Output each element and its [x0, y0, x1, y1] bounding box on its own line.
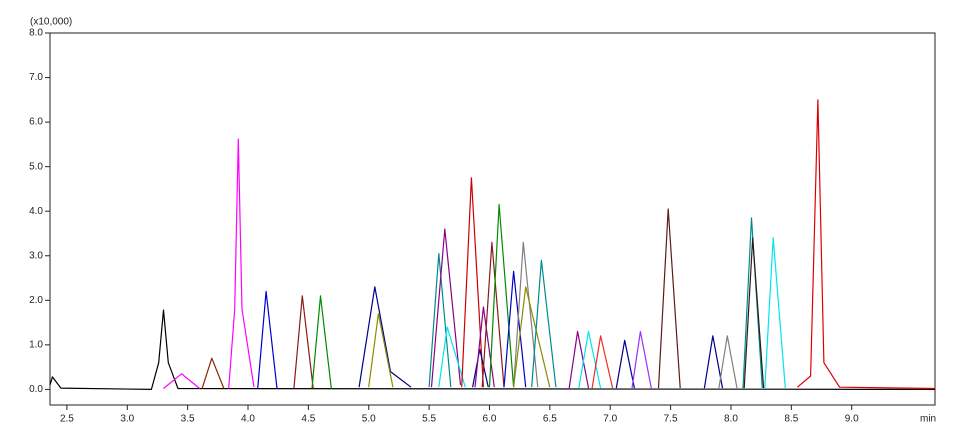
trace — [163, 373, 201, 389]
plot-frame — [49, 32, 936, 406]
trace — [531, 259, 557, 388]
x-tick-label: 6.0 — [483, 414, 497, 425]
trace — [368, 313, 394, 388]
trace — [631, 330, 652, 389]
trace — [257, 290, 278, 389]
x-tick-label: 2.5 — [60, 414, 74, 425]
trace — [461, 177, 484, 388]
trace — [503, 270, 527, 388]
x-tick-label: 4.0 — [241, 414, 255, 425]
trace — [657, 208, 681, 389]
x-tick-label: 9.0 — [845, 414, 859, 425]
y-tick-label: 8.0 — [29, 28, 43, 39]
x-tick-label: 3.5 — [181, 414, 195, 425]
x-tick-label: 8.5 — [784, 414, 798, 425]
y-tick-label: 3.0 — [29, 250, 43, 261]
x-unit-label: min — [920, 414, 936, 425]
y-tick-label: 0.0 — [29, 384, 43, 395]
y-scale-annotation: (x10,000) — [30, 17, 72, 28]
trace — [311, 295, 332, 389]
y-tick-label: 7.0 — [29, 72, 43, 83]
x-tick-label: 7.5 — [664, 414, 678, 425]
trace — [615, 339, 635, 389]
x-tick-label: 7.0 — [603, 414, 617, 425]
trace — [513, 241, 539, 388]
trace — [201, 357, 225, 389]
trace — [743, 237, 765, 389]
x-tick-label: 3.0 — [120, 414, 134, 425]
trace — [703, 335, 724, 389]
trace — [797, 99, 936, 390]
trace — [742, 217, 763, 389]
x-tick-label: 5.0 — [362, 414, 376, 425]
trace — [568, 330, 590, 389]
x-tick-label: 4.5 — [301, 414, 315, 425]
trace — [472, 348, 489, 388]
x-tick-label: 5.5 — [422, 414, 436, 425]
y-tick-label: 2.0 — [29, 295, 43, 306]
y-tick-label: 4.0 — [29, 206, 43, 217]
trace — [430, 228, 462, 388]
trace — [293, 295, 314, 389]
trace — [428, 252, 452, 388]
trace — [591, 335, 614, 389]
y-tick-label: 6.0 — [29, 117, 43, 128]
trace — [228, 138, 255, 389]
trace — [578, 330, 602, 389]
trace — [481, 241, 505, 388]
trace — [513, 286, 551, 388]
x-tick-label: 6.5 — [543, 414, 557, 425]
trace — [358, 286, 412, 388]
trace — [438, 326, 466, 388]
y-tick-label: 1.0 — [29, 339, 43, 350]
trace — [764, 237, 786, 389]
trace — [718, 335, 738, 389]
x-tick-label: 8.0 — [724, 414, 738, 425]
y-tick-label: 5.0 — [29, 161, 43, 172]
